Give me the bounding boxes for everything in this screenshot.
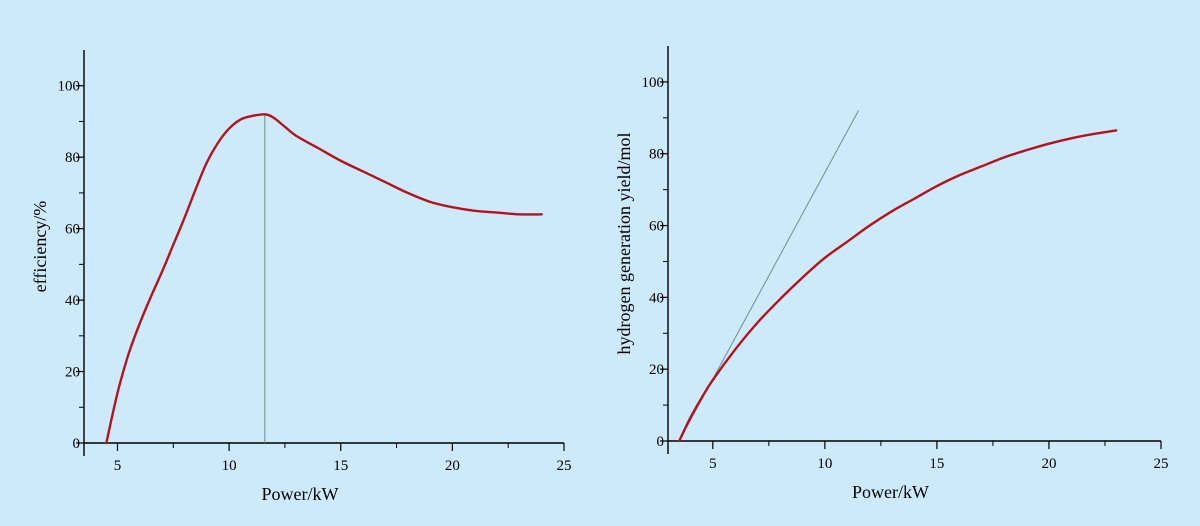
x-axis-label: Power/kW <box>262 484 339 504</box>
y-tick-label: 60 <box>649 219 664 235</box>
x-tick-label: 15 <box>333 458 348 474</box>
y-tick-label: 40 <box>649 290 664 306</box>
x-tick-label: 25 <box>1154 456 1169 472</box>
y-tick-label: 80 <box>649 147 664 163</box>
x-tick-label: 5 <box>114 458 122 474</box>
y-tick-label: 0 <box>657 434 665 450</box>
chart-panel-1: 5 10 15 20 25 0 20 40 60 80 100 Power/kW efficiency/… <box>30 50 572 504</box>
chart-panel-2: 5 10 15 20 25 0 20 40 60 80 100 Power/kW hydrogen ge… <box>614 46 1169 502</box>
y-tick-label: 60 <box>65 222 80 238</box>
y-tick-label: 100 <box>642 75 665 91</box>
x-axis-label: Power/kW <box>852 482 929 502</box>
x-tick-label: 25 <box>557 458 572 474</box>
x-tick-label: 5 <box>709 456 717 472</box>
x-tick-label: 20 <box>1041 456 1056 472</box>
series-line-1 <box>105 113 543 445</box>
y-tick-label: 40 <box>65 293 80 309</box>
y-tick-label: 80 <box>65 150 80 166</box>
x-tick-label: 10 <box>222 458 237 474</box>
y-tick-label: 20 <box>649 362 664 378</box>
x-tick-label: 20 <box>445 458 460 474</box>
y-axis-label: hydrogen generation yield/mol <box>614 133 634 355</box>
y-tick-label: 100 <box>58 79 81 95</box>
x-tick-label: 15 <box>929 456 944 472</box>
y-tick-label: 20 <box>65 365 80 381</box>
y-tick-label: 0 <box>73 436 81 452</box>
y-axis-label: efficiency/% <box>30 201 50 293</box>
x-tick-label: 10 <box>817 456 832 472</box>
series-line-1 <box>678 129 1118 443</box>
